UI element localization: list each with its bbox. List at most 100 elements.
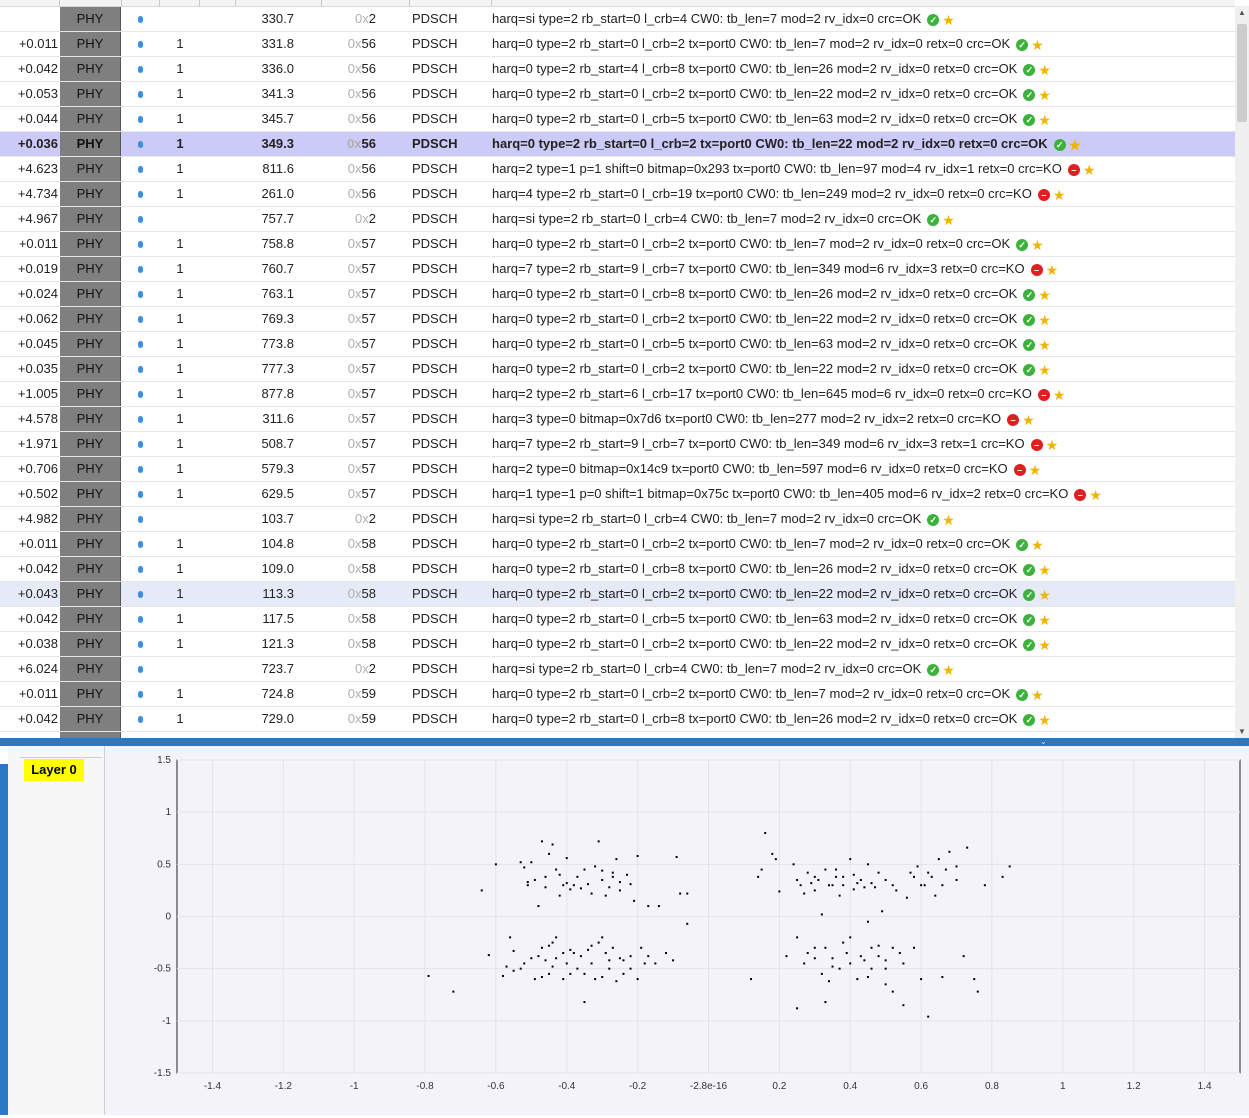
no-entry-icon[interactable]: – bbox=[1030, 263, 1043, 276]
log-row[interactable]: +0.502 PHY 1 629.5 0x57 PDSCH harq=1 type=1 p=… bbox=[0, 482, 1235, 507]
log-row[interactable]: +1.005 PHY 1 877.8 0x57 PDSCH harq=2 type=2 rb… bbox=[0, 382, 1235, 407]
star-icon[interactable]: ★ bbox=[1038, 711, 1051, 728]
check-circle-icon[interactable]: ✓ bbox=[1023, 588, 1036, 601]
log-row[interactable]: +0.053 PHY 1 341.3 0x56 PDSCH harq=0 type=2 rb… bbox=[0, 82, 1235, 107]
frame-cell: 777.3 bbox=[261, 361, 294, 376]
log-row[interactable]: +1.971 PHY 1 508.7 0x57 PDSCH harq=7 type=2 rb… bbox=[0, 432, 1235, 457]
log-row[interactable]: +4.578 PHY 1 311.6 0x57 PDSCH harq=3 type=0 bi… bbox=[0, 407, 1235, 432]
blue-dot-icon bbox=[137, 191, 143, 199]
star-icon[interactable]: ★ bbox=[1031, 236, 1044, 253]
check-circle-icon[interactable]: ✓ bbox=[1023, 338, 1036, 351]
log-row[interactable]: +0.042 PHY 1 109.0 0x58 PDSCH harq=0 type=2 rb… bbox=[0, 557, 1235, 582]
check-circle-icon[interactable]: ✓ bbox=[1016, 688, 1029, 701]
star-icon[interactable]: ★ bbox=[1038, 336, 1051, 353]
log-row[interactable]: +4.982 PHY 103.7 0x2 PDSCH harq=si type=2 rb_… bbox=[0, 507, 1235, 532]
check-circle-icon[interactable]: ✓ bbox=[1023, 113, 1036, 126]
check-circle-icon[interactable]: ✓ bbox=[1023, 63, 1036, 76]
log-row[interactable]: +0.035 PHY 1 777.3 0x57 PDSCH harq=0 type=2 rb… bbox=[0, 357, 1235, 382]
star-icon[interactable]: ★ bbox=[1082, 161, 1096, 178]
splitter-grip-icon[interactable]: ⌄ bbox=[1040, 737, 1047, 746]
log-row[interactable]: +0.019 PHY 1 760.7 0x57 PDSCH harq=7 type=2 rb… bbox=[0, 257, 1235, 282]
log-row[interactable]: +0.045 PHY 1 773.8 0x57 PDSCH harq=0 type=2 rb… bbox=[0, 332, 1235, 357]
star-icon[interactable]: ★ bbox=[1038, 361, 1051, 378]
check-circle-icon[interactable]: ✓ bbox=[1023, 288, 1036, 301]
log-row[interactable]: +0.036 PHY 1 349.3 0x56 PDSCH harq=0 type=2 rb… bbox=[0, 132, 1235, 157]
log-row[interactable]: +0.042 PHY 1 336.0 0x56 PDSCH harq=0 type=2 rb… bbox=[0, 57, 1235, 82]
star-icon[interactable]: ★ bbox=[1038, 586, 1051, 603]
log-row[interactable]: +6.024 PHY 723.7 0x2 PDSCH harq=si type=2 rb_… bbox=[0, 657, 1235, 682]
time-delta-cell: +1.971 bbox=[17, 436, 58, 451]
check-circle-icon[interactable]: ✓ bbox=[1053, 138, 1066, 151]
check-circle-icon[interactable]: ✓ bbox=[1023, 638, 1036, 651]
star-icon[interactable]: ★ bbox=[1038, 61, 1051, 78]
star-icon[interactable]: ★ bbox=[1038, 311, 1051, 328]
star-icon[interactable]: ★ bbox=[1038, 86, 1051, 103]
star-icon[interactable]: ★ bbox=[1031, 686, 1044, 703]
star-icon[interactable]: ★ bbox=[1038, 286, 1051, 303]
no-entry-icon[interactable]: – bbox=[1037, 188, 1050, 201]
log-row[interactable]: +0.062 PHY 1 769.3 0x57 PDSCH harq=0 type=2 rb… bbox=[0, 307, 1235, 332]
check-circle-icon[interactable]: ✓ bbox=[1016, 538, 1029, 551]
log-row[interactable]: +4.623 PHY 1 811.6 0x56 PDSCH harq=2 type=1 p=… bbox=[0, 157, 1235, 182]
layer-0-badge[interactable]: Layer 0 bbox=[24, 759, 84, 781]
star-icon[interactable]: ★ bbox=[942, 511, 955, 528]
check-circle-icon[interactable]: ✓ bbox=[1023, 88, 1036, 101]
log-row[interactable]: +0.042 PHY 1 729.0 0x59 PDSCH harq=0 type=2 rb… bbox=[0, 707, 1235, 732]
no-entry-icon[interactable]: – bbox=[1030, 438, 1043, 451]
check-circle-icon[interactable]: ✓ bbox=[927, 13, 940, 26]
log-row[interactable]: PHY 330.7 0x2 PDSCH harq=si type=2 rb_start=… bbox=[0, 7, 1235, 32]
log-row[interactable]: +0.043 PHY 1 113.3 0x58 PDSCH harq=0 type=2 rb… bbox=[0, 582, 1235, 607]
log-row[interactable]: +0.011 PHY 1 331.8 0x56 PDSCH harq=0 type=2 rb… bbox=[0, 32, 1235, 57]
star-icon[interactable]: ★ bbox=[1089, 486, 1102, 503]
star-icon[interactable]: ★ bbox=[1038, 111, 1051, 128]
star-icon[interactable]: ★ bbox=[1038, 636, 1051, 653]
log-row[interactable]: +4.734 PHY 1 261.0 0x56 PDSCH harq=4 type=2 rb… bbox=[0, 182, 1235, 207]
check-circle-icon[interactable]: ✓ bbox=[1023, 363, 1036, 376]
star-icon[interactable]: ★ bbox=[1031, 536, 1044, 553]
log-row[interactable]: +0.011 PHY 1 758.8 0x57 PDSCH harq=0 type=2 rb… bbox=[0, 232, 1235, 257]
star-icon[interactable]: ★ bbox=[1045, 436, 1059, 453]
check-circle-icon[interactable]: ✓ bbox=[1023, 313, 1036, 326]
star-icon[interactable]: ★ bbox=[1052, 386, 1066, 403]
star-icon[interactable]: ★ bbox=[942, 11, 955, 28]
star-icon[interactable]: ★ bbox=[1031, 36, 1044, 53]
no-entry-icon[interactable]: – bbox=[1007, 413, 1020, 426]
check-circle-icon[interactable]: ✓ bbox=[1016, 38, 1029, 51]
log-row[interactable]: +0.038 PHY 1 121.3 0x58 PDSCH harq=0 type=2 rb… bbox=[0, 632, 1235, 657]
star-icon[interactable]: ★ bbox=[1068, 136, 1082, 153]
log-row[interactable]: +0.011 PHY 1 104.8 0x58 PDSCH harq=0 type=2 rb… bbox=[0, 532, 1235, 557]
log-row[interactable]: +0.042 PHY 1 117.5 0x58 PDSCH harq=0 type=2 rb… bbox=[0, 607, 1235, 632]
log-row[interactable]: +0.011 PHY 1 724.8 0x59 PDSCH harq=0 type=2 rb… bbox=[0, 682, 1235, 707]
star-icon[interactable]: ★ bbox=[1038, 611, 1051, 628]
log-row[interactable]: +0.044 PHY 1 345.7 0x56 PDSCH harq=0 type=2 rb… bbox=[0, 107, 1235, 132]
check-circle-icon[interactable]: ✓ bbox=[1016, 238, 1029, 251]
time-delta-cell: +4.578 bbox=[17, 411, 58, 426]
no-entry-icon[interactable]: – bbox=[1074, 488, 1087, 501]
scroll-up-icon[interactable]: ▲ bbox=[1238, 8, 1246, 17]
no-entry-icon[interactable]: – bbox=[1037, 388, 1050, 401]
check-circle-icon[interactable]: ✓ bbox=[1023, 613, 1036, 626]
log-row[interactable]: +4.967 PHY 757.7 0x2 PDSCH harq=si type=2 rb_… bbox=[0, 207, 1235, 232]
check-circle-icon[interactable]: ✓ bbox=[1023, 563, 1036, 576]
star-icon[interactable]: ★ bbox=[1045, 261, 1059, 278]
panel-splitter[interactable]: ⌄ bbox=[0, 738, 1249, 746]
star-icon[interactable]: ★ bbox=[1022, 411, 1035, 428]
star-icon[interactable]: ★ bbox=[942, 661, 955, 678]
star-icon[interactable]: ★ bbox=[942, 211, 955, 228]
scroll-down-icon[interactable]: ▼ bbox=[1238, 727, 1246, 736]
star-icon[interactable]: ★ bbox=[1052, 186, 1066, 203]
direction-cell bbox=[135, 682, 145, 706]
scrollbar-thumb[interactable] bbox=[1237, 24, 1247, 122]
check-circle-icon[interactable]: ✓ bbox=[927, 213, 940, 226]
no-entry-icon[interactable]: – bbox=[1067, 163, 1080, 176]
log-row[interactable]: +0.024 PHY 1 763.1 0x57 PDSCH harq=0 type=2 rb… bbox=[0, 282, 1235, 307]
check-circle-icon[interactable]: ✓ bbox=[927, 513, 940, 526]
star-icon[interactable]: ★ bbox=[1028, 461, 1042, 478]
star-icon[interactable]: ★ bbox=[1038, 561, 1051, 578]
log-row[interactable]: +0.706 PHY 1 579.3 0x57 PDSCH harq=2 type=0 bi… bbox=[0, 457, 1235, 482]
log-scrollbar[interactable]: ▲ ▼ bbox=[1235, 6, 1249, 738]
check-circle-icon[interactable]: ✓ bbox=[927, 663, 940, 676]
no-entry-icon[interactable]: – bbox=[1013, 463, 1026, 476]
check-circle-icon[interactable]: ✓ bbox=[1023, 713, 1036, 726]
